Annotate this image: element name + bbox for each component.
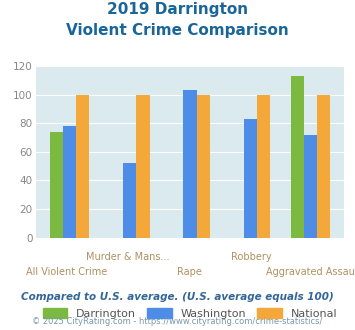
- Text: Rape: Rape: [178, 267, 202, 277]
- Bar: [304, 135, 317, 238]
- Bar: [290, 76, 304, 238]
- Bar: [50, 132, 63, 238]
- Text: Compared to U.S. average. (U.S. average equals 100): Compared to U.S. average. (U.S. average …: [21, 292, 334, 302]
- Text: Robbery: Robbery: [231, 252, 272, 262]
- Bar: [197, 95, 210, 238]
- Text: Violent Crime Comparison: Violent Crime Comparison: [66, 23, 289, 38]
- Bar: [317, 95, 330, 238]
- Bar: [257, 95, 270, 238]
- Bar: [136, 95, 149, 238]
- Legend: Darrington, Washington, National: Darrington, Washington, National: [43, 308, 337, 319]
- Text: Murder & Mans...: Murder & Mans...: [86, 252, 170, 262]
- Bar: [244, 119, 257, 238]
- Text: All Violent Crime: All Violent Crime: [26, 267, 107, 277]
- Bar: [183, 90, 197, 238]
- Bar: [63, 126, 76, 238]
- Bar: [123, 163, 136, 238]
- Bar: [76, 95, 89, 238]
- Text: © 2025 CityRating.com - https://www.cityrating.com/crime-statistics/: © 2025 CityRating.com - https://www.city…: [32, 317, 323, 326]
- Text: 2019 Darrington: 2019 Darrington: [107, 2, 248, 16]
- Text: Aggravated Assault: Aggravated Assault: [266, 267, 355, 277]
